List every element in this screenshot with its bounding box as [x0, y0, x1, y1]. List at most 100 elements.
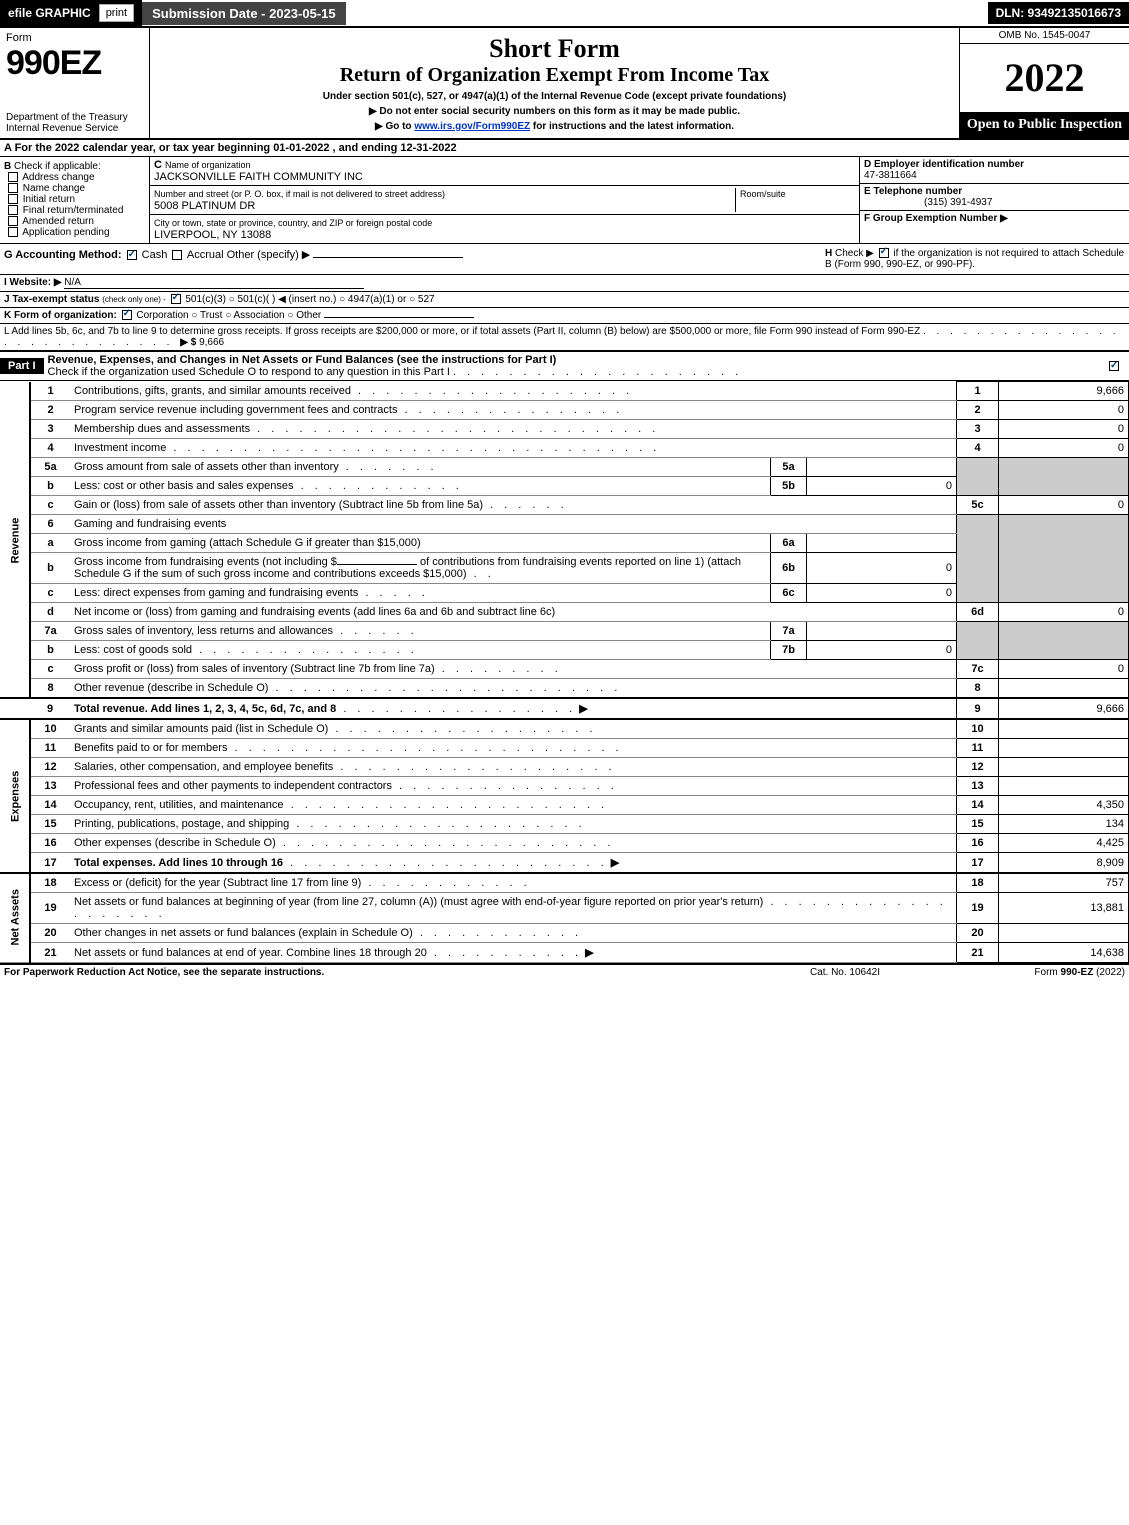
top-header: efile GRAPHIC print Submission Date - 20… — [0, 0, 1129, 28]
c-city-label: City or town, state or province, country… — [154, 218, 432, 228]
side-revenue: Revenue — [0, 382, 30, 699]
website: N/A — [64, 277, 364, 289]
val-16: 4,425 — [999, 834, 1129, 853]
c-street-label: Number and street (or P. O. box, if mail… — [154, 189, 445, 199]
section-l: L Add lines 5b, 6c, and 7b to line 9 to … — [0, 324, 1129, 352]
org-city: LIVERPOOL, NY 13088 — [154, 229, 271, 241]
val-4: 0 — [999, 439, 1129, 458]
i-label: I Website: ▶ — [4, 277, 62, 288]
val-17: 8,909 — [999, 853, 1129, 874]
side-expenses: Expenses — [0, 719, 30, 873]
b-check-label: Check if applicable: — [14, 161, 101, 172]
c-room-label: Room/suite — [740, 189, 786, 199]
part-1-title: Revenue, Expenses, and Changes in Net As… — [48, 354, 557, 366]
section-bcdef: B Check if applicable: Address change Na… — [0, 157, 1129, 244]
section-k: K Form of organization: Corporation ○ Tr… — [0, 308, 1129, 324]
side-net-assets: Net Assets — [0, 873, 30, 963]
org-name: JACKSONVILLE FAITH COMMUNITY INC — [154, 171, 363, 183]
chk-cash[interactable] — [127, 250, 137, 260]
c-name-label: Name of organization — [165, 160, 251, 170]
form-number: 990EZ — [6, 44, 143, 83]
f-label: F Group Exemption Number ▶ — [864, 213, 1008, 224]
val-5c: 0 — [999, 496, 1129, 515]
l-text: L Add lines 5b, 6c, and 7b to line 9 to … — [4, 326, 920, 337]
val-12 — [999, 758, 1129, 777]
k-label: K Form of organization: — [4, 310, 117, 321]
chk-address-change[interactable]: Address change — [4, 172, 145, 183]
e-label: E Telephone number — [864, 186, 962, 197]
footer: For Paperwork Reduction Act Notice, see … — [0, 963, 1129, 980]
val-6b: 0 — [807, 553, 957, 584]
section-j: J Tax-exempt status (check only one) - 5… — [0, 292, 1129, 308]
part-1-label: Part I — [0, 358, 44, 374]
part-1-header: Part I Revenue, Expenses, and Changes in… — [0, 352, 1129, 381]
irs-link[interactable]: www.irs.gov/Form990EZ — [414, 121, 530, 132]
form-header: Form 990EZ Department of the Treasury In… — [0, 28, 1129, 140]
val-7b: 0 — [807, 641, 957, 660]
tax-year: 2022 — [960, 44, 1129, 112]
val-14: 4,350 — [999, 796, 1129, 815]
chk-amended-return[interactable]: Amended return — [4, 216, 145, 227]
val-15: 134 — [999, 815, 1129, 834]
val-9: 9,666 — [999, 698, 1129, 719]
org-street: 5008 PLATINUM DR — [154, 200, 255, 212]
submission-date: Submission Date - 2023-05-15 — [142, 2, 346, 25]
line-a: A For the 2022 calendar year, or tax yea… — [0, 140, 1129, 157]
c-letter: C — [154, 159, 162, 171]
b-letter: B — [4, 161, 11, 172]
val-2: 0 — [999, 401, 1129, 420]
val-7a — [807, 622, 957, 641]
form-label: Form — [6, 32, 143, 44]
footer-right: Form 990-EZ (2022) — [945, 967, 1125, 978]
j-label: J Tax-exempt status — [4, 294, 99, 305]
val-18: 757 — [999, 873, 1129, 893]
subtitle-section: Under section 501(c), 527, or 4947(a)(1)… — [160, 91, 949, 102]
title-short-form: Short Form — [160, 34, 949, 64]
dept-label: Department of the Treasury Internal Reve… — [6, 112, 143, 134]
val-5a — [807, 458, 957, 477]
chk-name-change[interactable]: Name change — [4, 183, 145, 194]
chk-accrual[interactable] — [172, 250, 182, 260]
chk-schedule-o[interactable] — [1109, 361, 1119, 371]
chk-initial-return[interactable]: Initial return — [4, 194, 145, 205]
efile-label: efile GRAPHIC — [8, 6, 91, 20]
val-11 — [999, 739, 1129, 758]
title-return: Return of Organization Exempt From Incom… — [160, 64, 949, 87]
section-b: B Check if applicable: Address change Na… — [0, 157, 150, 243]
val-3: 0 — [999, 420, 1129, 439]
omb-number: OMB No. 1545-0047 — [960, 28, 1129, 44]
ein: 47-3811664 — [864, 170, 917, 181]
val-1: 9,666 — [999, 382, 1129, 401]
open-public: Open to Public Inspection — [960, 112, 1129, 138]
lines-table: Revenue 1 Contributions, gifts, grants, … — [0, 381, 1129, 963]
section-i: I Website: ▶ N/A — [0, 275, 1129, 292]
val-20 — [999, 924, 1129, 943]
chk-schedule-b[interactable] — [879, 248, 889, 258]
g-other: Other (specify) ▶ — [227, 249, 311, 261]
chk-501c3[interactable] — [171, 294, 181, 304]
g-label: G Accounting Method: — [4, 249, 122, 261]
val-6a — [807, 534, 957, 553]
val-6d: 0 — [999, 603, 1129, 622]
footer-mid: Cat. No. 10642I — [745, 967, 945, 978]
h-label: H — [825, 248, 832, 259]
section-gh: G Accounting Method: Cash Accrual Other … — [0, 244, 1129, 275]
val-21: 14,638 — [999, 943, 1129, 963]
chk-final-return[interactable]: Final return/terminated — [4, 205, 145, 216]
k-opts: Corporation ○ Trust ○ Association ○ Othe… — [136, 310, 321, 321]
j-opts: 501(c)(3) ○ 501(c)( ) ◀ (insert no.) ○ 4… — [185, 294, 434, 305]
val-8 — [999, 679, 1129, 699]
dln: DLN: 93492135016673 — [988, 2, 1129, 24]
chk-corporation[interactable] — [122, 310, 132, 320]
val-7c: 0 — [999, 660, 1129, 679]
d-label: D Employer identification number — [864, 159, 1024, 170]
val-10 — [999, 719, 1129, 739]
gross-receipts: 9,666 — [199, 337, 224, 348]
print-button[interactable]: print — [99, 4, 134, 22]
chk-application-pending[interactable]: Application pending — [4, 227, 145, 238]
val-13 — [999, 777, 1129, 796]
form-id-block: Form 990EZ Department of the Treasury In… — [0, 28, 150, 138]
val-6c: 0 — [807, 584, 957, 603]
footer-left: For Paperwork Reduction Act Notice, see … — [4, 967, 745, 978]
form-title-block: Short Form Return of Organization Exempt… — [150, 28, 959, 138]
